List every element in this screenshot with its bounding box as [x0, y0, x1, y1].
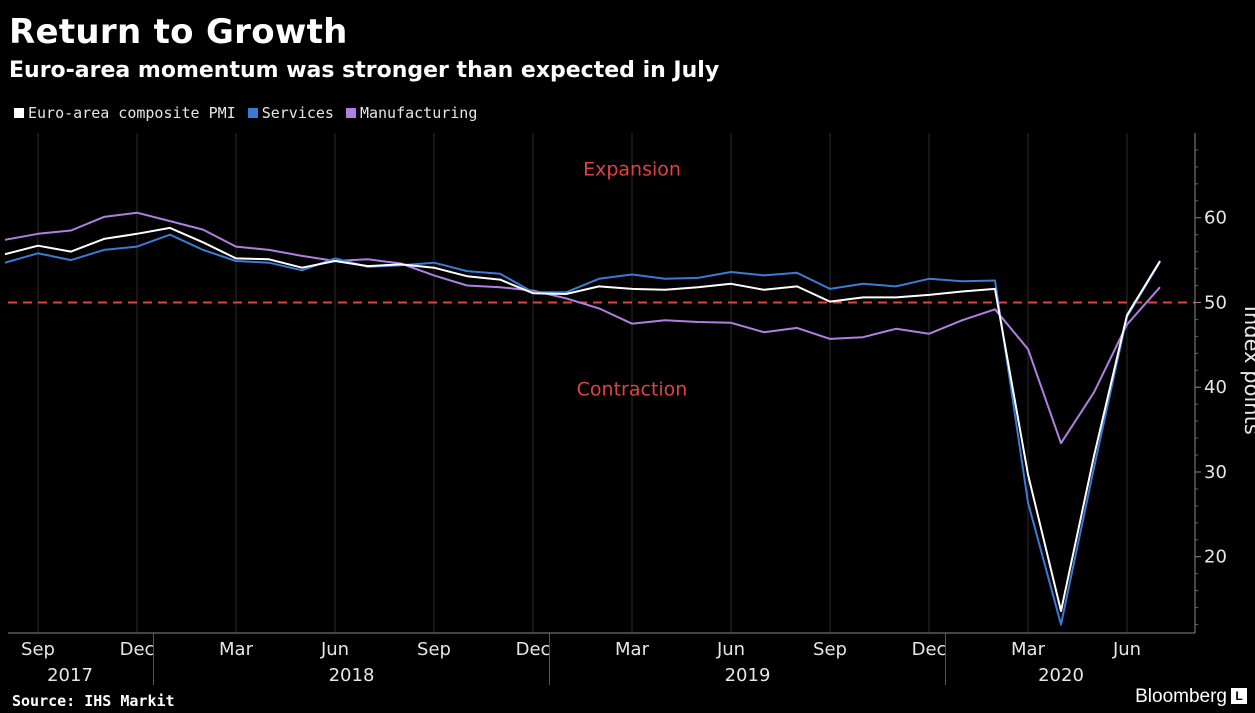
x-tick-label: Dec	[120, 639, 155, 660]
x-tick-label: Jun	[1112, 639, 1141, 660]
x-year-label: 2019	[725, 665, 771, 686]
x-tick-label: Jun	[716, 639, 745, 660]
x-year-label: 2017	[47, 665, 93, 686]
x-tick-label: Mar	[615, 639, 650, 660]
bloomberg-logo: Bloomberg	[1135, 686, 1227, 708]
x-year-label: 2018	[329, 665, 375, 686]
x-tick-label: Jun	[320, 639, 349, 660]
y-tick-label: 50	[1204, 292, 1227, 313]
x-tick-label: Sep	[417, 639, 451, 660]
bloomberg-mark-icon: L	[1231, 688, 1247, 704]
y-tick-label: 60	[1204, 208, 1227, 229]
source-note: Source: IHS Markit	[12, 692, 175, 710]
y-tick-label: 20	[1204, 547, 1227, 568]
x-tick-label: Sep	[813, 639, 847, 660]
x-tick-label: Dec	[516, 639, 551, 660]
x-axis: Sep Dec Mar Jun Sep Dec Mar Jun Sep Dec Mar Jun 2017…	[8, 633, 1195, 686]
x-tick-label: Mar	[219, 639, 254, 660]
series-lines	[5, 213, 1160, 625]
x-tick-label: Mar	[1011, 639, 1046, 660]
y-axis-title: Index points	[1240, 306, 1255, 435]
series-line-services	[5, 235, 1160, 625]
y-axis: 20 30 40 50 60	[1195, 133, 1227, 633]
x-tick-label: Dec	[912, 639, 947, 660]
expansion-label: Expansion	[583, 158, 681, 180]
series-line-manufacturing	[5, 213, 1160, 444]
y-tick-label: 40	[1204, 377, 1227, 398]
x-year-label: 2020	[1038, 665, 1084, 686]
contraction-label: Contraction	[577, 379, 688, 401]
x-tick-label: Sep	[21, 639, 55, 660]
y-tick-label: 30	[1204, 462, 1227, 483]
